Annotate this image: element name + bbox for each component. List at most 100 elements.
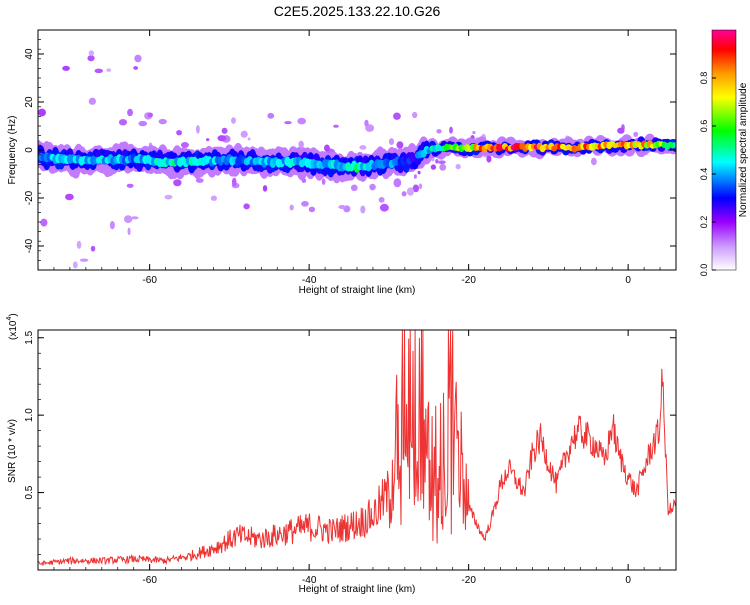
snr-axes: -60 -40 -20 0 0.5 1.0 1.5: [24, 330, 677, 586]
spectral-speck: [221, 127, 228, 134]
spectral-speck: [379, 203, 389, 212]
spectral-speck: [393, 112, 401, 120]
spectral-speck: [231, 117, 236, 124]
spectral-speck: [231, 177, 237, 187]
spectral-speck: [401, 191, 407, 197]
spectral-speck: [364, 119, 369, 127]
spectral-speck: [338, 204, 346, 210]
spectral-speck: [418, 183, 423, 190]
spectral-speck: [455, 163, 461, 170]
spectral-speck: [396, 141, 404, 149]
spectral-speck: [406, 187, 415, 196]
spectral-speck: [472, 131, 476, 135]
spectral-speck: [417, 170, 421, 175]
spectral-speck: [412, 184, 420, 193]
spectrogram-xtick-label: -20: [461, 275, 476, 286]
spectral-speck: [123, 215, 133, 224]
spectral-speck: [134, 54, 142, 63]
spectral-speck: [217, 135, 227, 142]
spectral-speck: [243, 203, 250, 210]
spectral-speck: [430, 164, 437, 170]
snr-xlabel: Height of straight line (km): [299, 584, 416, 595]
spectral-speck: [393, 178, 402, 188]
spectral-speck: [176, 129, 183, 136]
spectral-speck: [435, 158, 439, 164]
spectral-speck: [87, 55, 95, 62]
spectral-speck: [240, 130, 248, 138]
spectral-speck: [109, 220, 115, 230]
spectral-speck: [130, 216, 139, 220]
spectral-speck: [180, 142, 189, 149]
spectral-speck: [284, 121, 292, 125]
spectral-speck: [297, 117, 307, 125]
colorbar-ticks: 0.0 0.2 0.4 0.6 0.8: [699, 72, 716, 276]
spectrogram-xtick-label: 0: [625, 275, 631, 286]
spectral-speck: [413, 174, 417, 179]
colorbar-gradient: [711, 29, 737, 271]
spectral-speck: [38, 108, 46, 117]
spectral-speck: [195, 178, 204, 183]
spectrogram-marks: [38, 50, 676, 269]
spectral-speck: [359, 145, 367, 150]
spectral-speck: [138, 120, 148, 127]
colorbar-tick-label: 0.4: [699, 168, 709, 181]
spectrogram-ytick-label: -40: [24, 238, 35, 253]
spectral-speck: [439, 163, 447, 171]
spectrogram-panel: -60 -40 -20 0 -40 -20 0 20 40 Height of straight…: [7, 29, 677, 296]
spectral-speck: [126, 183, 134, 188]
spectral-speck: [127, 227, 131, 236]
spectral-speck: [369, 183, 376, 191]
spectral-speck: [350, 184, 358, 192]
spectral-speck: [94, 68, 104, 74]
colorbar-label: Normalized spectral amplitude: [738, 82, 749, 217]
spectral-speck: [360, 205, 366, 214]
spectrogram-ytick-label: 40: [24, 48, 35, 60]
spectral-speck: [206, 138, 210, 142]
spectral-speck: [147, 112, 153, 118]
spectrogram-xtick-label: -60: [142, 275, 157, 286]
spectral-speck: [106, 68, 112, 72]
spectral-speck: [449, 126, 453, 134]
spectral-speck: [431, 157, 435, 162]
spectral-speck: [617, 127, 625, 134]
spectral-speck: [196, 125, 200, 134]
spectrogram-ylabel: Frequency (Hz): [7, 116, 18, 185]
snr-xtick-label: -20: [461, 575, 476, 586]
snr-scale-prefix: (x10: [8, 320, 19, 340]
spectrogram-ytick-label: 20: [24, 96, 35, 108]
spectral-speck: [378, 196, 385, 203]
spectral-speck: [127, 108, 133, 117]
spectral-speck: [76, 240, 82, 249]
spectral-speck: [323, 144, 330, 152]
snr-ytick-label: 0.5: [24, 485, 35, 499]
spectral-speck: [267, 112, 275, 119]
spectral-cell: [673, 141, 676, 148]
spectral-speck: [64, 193, 74, 201]
spectral-speck: [436, 129, 442, 134]
snr-marks: [38, 330, 676, 566]
spectral-speck: [411, 111, 418, 119]
spectral-speck: [79, 258, 89, 262]
spectrogram-xtick-label: -40: [302, 275, 317, 286]
snr-ylabel: SNR (10 * v/v): [7, 419, 18, 483]
spectral-speck: [210, 195, 217, 201]
snr-xtick-label: 0: [625, 575, 631, 586]
spectral-speck: [62, 65, 70, 71]
snr-panel: -60 -40 -20 0 0.5 1.0 1.5 Height of straight l…: [6, 313, 677, 595]
spectral-speck: [437, 160, 446, 165]
snr-ytick-label: 1.0: [24, 408, 35, 422]
snr-series-line: [38, 330, 676, 566]
spectral-speck: [88, 97, 96, 105]
spectral-speck: [388, 138, 395, 146]
spectral-speck: [590, 157, 597, 166]
spectral-speck: [173, 179, 182, 187]
spectral-speck: [40, 218, 48, 227]
spectrogram-axes: -60 -40 -20 0 -40 -20 0 20 40: [24, 29, 677, 286]
spectral-speck: [118, 119, 128, 126]
spectral-speck: [289, 204, 294, 211]
colorbar-tick-label: 0.8: [699, 72, 709, 85]
colorbar-tick-label: 0.6: [699, 120, 709, 133]
spectral-speck: [333, 124, 339, 128]
